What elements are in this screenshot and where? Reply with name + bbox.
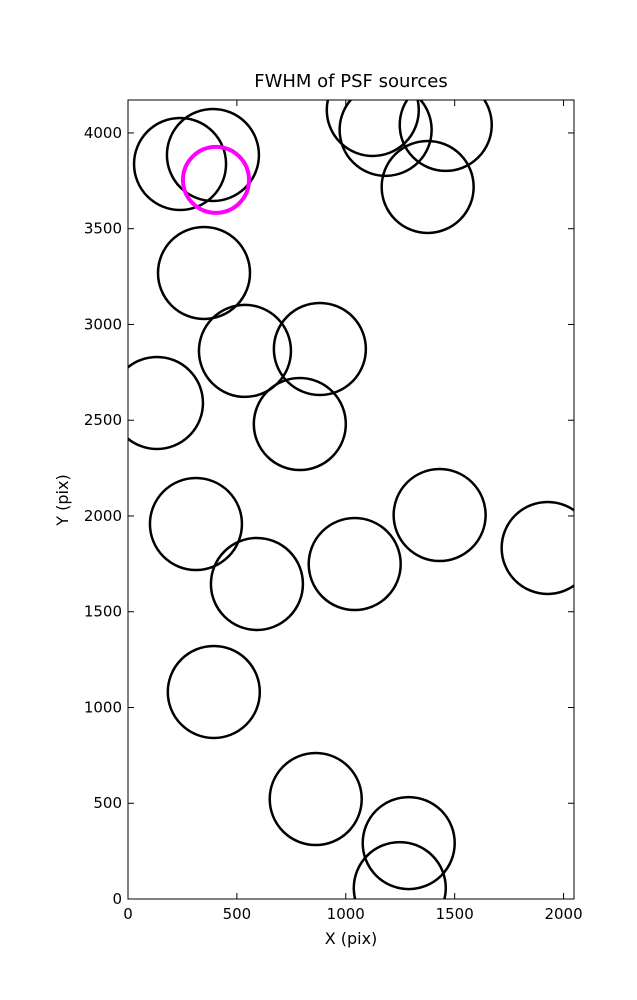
- source-circle: [325, 100, 421, 158]
- source-circle: [166, 644, 262, 740]
- x-tick-label: 1500: [436, 905, 474, 923]
- y-tick-label: 2000: [84, 507, 122, 525]
- y-axis-label: Y (pix): [53, 474, 72, 526]
- source-circle: [209, 536, 305, 632]
- source-circle: [180, 144, 251, 215]
- x-tick-label: 2000: [544, 905, 582, 923]
- source-circle: [338, 100, 433, 178]
- y-tick-label: 500: [93, 794, 122, 812]
- source-circle: [148, 476, 244, 572]
- y-tick-label: 2500: [84, 411, 122, 429]
- source-circle: [352, 840, 448, 899]
- source-circle: [268, 751, 363, 847]
- source-circle: [500, 500, 574, 596]
- x-axis-label: X (pix): [325, 929, 378, 948]
- chart-title: FWHM of PSF sources: [254, 71, 448, 92]
- y-tick-label: 3000: [84, 315, 122, 333]
- source-circle: [398, 100, 493, 173]
- x-tick-label: 1000: [327, 905, 365, 923]
- source-circle: [307, 516, 402, 612]
- plot-frame: [127, 99, 575, 900]
- source-circle: [252, 376, 348, 472]
- y-tick-label: 4000: [84, 124, 122, 142]
- y-tick-label: 1500: [84, 603, 122, 621]
- source-circle: [361, 795, 456, 891]
- source-circle: [392, 467, 487, 563]
- y-tick-label: 1000: [84, 698, 122, 716]
- source-circle: [128, 355, 205, 451]
- source-circle: [272, 301, 368, 397]
- x-tick-label: 0: [123, 905, 133, 923]
- source-circle: [197, 303, 293, 399]
- plot-area: [128, 100, 574, 899]
- y-tick-label: 3500: [84, 220, 122, 238]
- source-circle: [165, 107, 261, 203]
- source-circle: [380, 139, 475, 235]
- source-circle: [132, 116, 228, 212]
- source-circle: [156, 225, 252, 321]
- y-tick-label: 0: [112, 890, 122, 908]
- x-tick-label: 500: [223, 905, 252, 923]
